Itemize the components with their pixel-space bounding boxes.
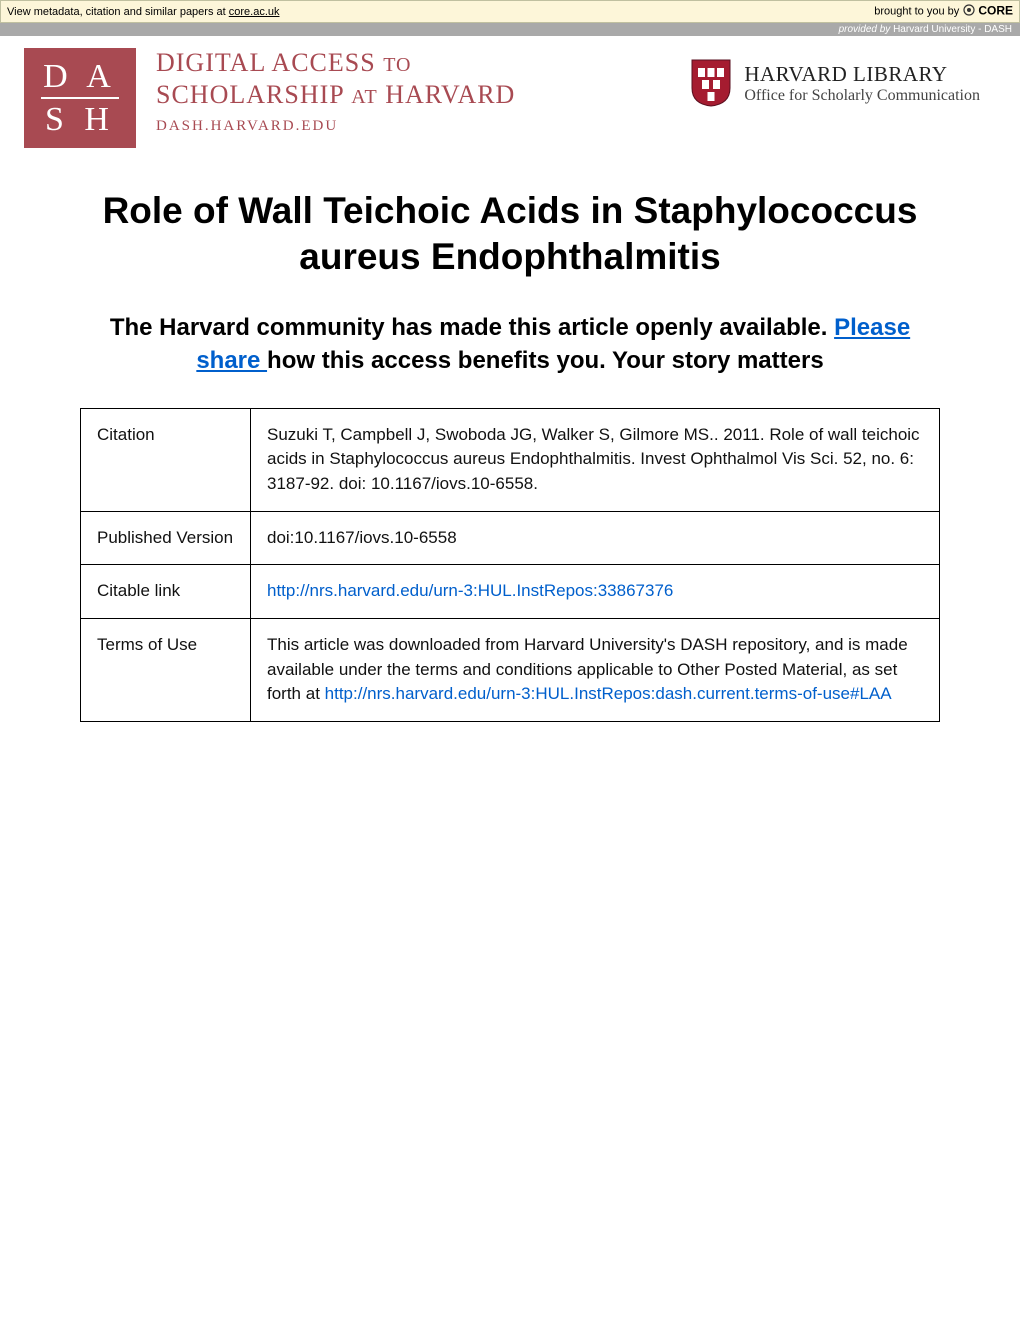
- provided-bar: provided by Harvard University - DASH: [0, 23, 1020, 36]
- core-banner: View metadata, citation and similar pape…: [0, 0, 1020, 23]
- provided-source: Harvard University - DASH: [893, 24, 1012, 35]
- header-row: D A S H DIGITAL ACCESS TO SCHOLARSHIP AT…: [0, 36, 1020, 178]
- table-row: Citable link http://nrs.harvard.edu/urn-…: [81, 565, 940, 619]
- article-title: Role of Wall Teichoic Acids in Staphyloc…: [60, 188, 960, 281]
- table-row: Citation Suzuki T, Campbell J, Swoboda J…: [81, 408, 940, 511]
- harvard-lib-line1: HARVARD LIBRARY: [744, 62, 980, 87]
- terms-value: This article was downloaded from Harvard…: [251, 618, 940, 721]
- metadata-table: Citation Suzuki T, Campbell J, Swoboda J…: [80, 408, 940, 722]
- banner-left: View metadata, citation and similar pape…: [7, 6, 280, 18]
- provided-prefix: provided by: [839, 24, 893, 35]
- harvard-shield-icon: [690, 58, 732, 108]
- dash-text-block: DIGITAL ACCESS TO SCHOLARSHIP AT HARVARD…: [156, 48, 515, 135]
- terms-link[interactable]: http://nrs.harvard.edu/urn-3:HUL.InstRep…: [325, 684, 892, 703]
- core-logo-text: CORE: [978, 3, 1013, 17]
- dash-line1: DIGITAL ACCESS TO: [156, 48, 515, 78]
- harvard-library-block: HARVARD LIBRARY Office for Scholarly Com…: [690, 58, 980, 108]
- citable-link-label: Citable link: [81, 565, 251, 619]
- harvard-lib-line2: Office for Scholarly Communication: [744, 87, 980, 105]
- dash-logo-row1: D A: [43, 58, 117, 95]
- banner-right: brought to you by CORE: [874, 3, 1013, 20]
- table-row: Published Version doi:10.1167/iovs.10-65…: [81, 511, 940, 565]
- published-version-label: Published Version: [81, 511, 251, 565]
- dash-line1a: DIGITAL ACCESS: [156, 48, 376, 77]
- core-icon: [962, 3, 976, 20]
- citable-link[interactable]: http://nrs.harvard.edu/urn-3:HUL.InstRep…: [267, 581, 673, 600]
- subtitle-block: The Harvard community has made this arti…: [100, 311, 920, 378]
- table-row: Terms of Use This article was downloaded…: [81, 618, 940, 721]
- citation-label: Citation: [81, 408, 251, 511]
- dash-line1b: TO: [383, 54, 411, 76]
- banner-right-prefix: brought to you by: [874, 5, 962, 17]
- dash-logo: D A S H: [24, 48, 136, 148]
- dash-line2b: AT: [351, 86, 377, 108]
- dash-logo-divider: [41, 97, 119, 99]
- dash-logo-row2: S H: [45, 101, 115, 138]
- dash-url: DASH.HARVARD.EDU: [156, 118, 515, 135]
- citation-value: Suzuki T, Campbell J, Swoboda JG, Walker…: [251, 408, 940, 511]
- dash-line2c: HARVARD: [385, 80, 515, 109]
- subtitle-part1: The Harvard community has made this arti…: [110, 314, 834, 341]
- core-link[interactable]: core.ac.uk: [229, 6, 280, 18]
- published-version-value: doi:10.1167/iovs.10-6558: [251, 511, 940, 565]
- dash-line2: SCHOLARSHIP AT HARVARD: [156, 80, 515, 110]
- banner-left-prefix: View metadata, citation and similar pape…: [7, 6, 229, 18]
- subtitle-part2: how this access benefits you. Your story…: [267, 347, 824, 374]
- dash-line2a: SCHOLARSHIP: [156, 80, 344, 109]
- harvard-lib-text: HARVARD LIBRARY Office for Scholarly Com…: [744, 62, 980, 105]
- citable-link-value: http://nrs.harvard.edu/urn-3:HUL.InstRep…: [251, 565, 940, 619]
- terms-label: Terms of Use: [81, 618, 251, 721]
